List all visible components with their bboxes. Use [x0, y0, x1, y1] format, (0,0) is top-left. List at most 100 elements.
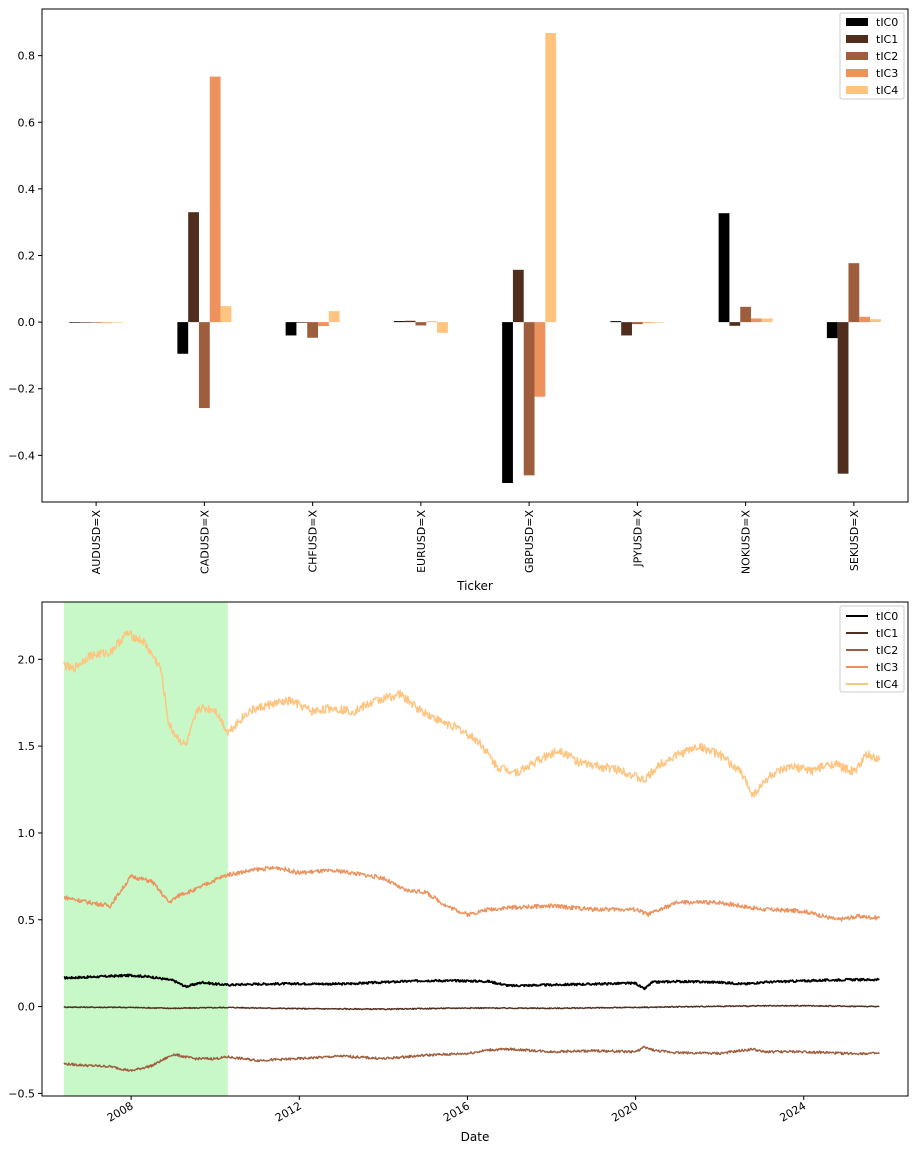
bar-tic4-cadusd-x [220, 306, 232, 323]
legend-label: tIC2 [876, 644, 898, 657]
x-tick-label: SEKUSD=X [848, 510, 861, 572]
x-tick-label: EURUSD=X [415, 510, 428, 573]
bar-chart: −0.4 −0.2 0.0 0.2 0.4 0.6 0.8 AUDUSD=X CADUSD=X… [8, 8, 909, 593]
bar-tic1-chfusd-x [296, 322, 308, 323]
bar-chart-legend: tIC0 tIC1 tIC2 tIC3 tIC4 [839, 12, 905, 100]
line-chart-y-ticks: −0.5 0.0 0.5 1.0 1.5 2.0 [8, 653, 42, 1100]
x-tick-label: 2012 [273, 1099, 304, 1124]
bar-chart-frame [41, 8, 909, 503]
bar-tic4-gbpusd-x [545, 32, 557, 323]
bar-tic0-jpyusd-x [610, 321, 622, 323]
bar-tic4-jpyusd-x [653, 322, 665, 323]
bar-tic1-jpyusd-x [621, 322, 632, 336]
y-tick-label: 1.5 [18, 740, 36, 753]
x-tick-label: JPYUSD=X [631, 510, 644, 568]
legend-label: tIC4 [876, 678, 898, 691]
legend-label: tIC2 [876, 50, 898, 63]
y-tick-label: 0.2 [18, 250, 36, 263]
bar-tic0-chfusd-x [285, 322, 297, 336]
legend-swatch-tic2 [846, 52, 868, 60]
y-tick-label: −0.4 [8, 449, 35, 462]
bar-tic0-nokusd-x [718, 213, 730, 323]
legend-swatch-tic0 [846, 18, 868, 26]
highlight-span [63, 602, 228, 1096]
line-chart-legend: tIC0 tIC1 tIC2 tIC3 tIC4 [839, 605, 905, 693]
line-chart-x-ticks: 2008 2012 2016 2020 2024 [105, 1096, 808, 1125]
bar-tic3-eurusd-x [426, 321, 438, 323]
legend-box [839, 605, 905, 693]
line-chart-frame [41, 601, 909, 1097]
bar-chart-x-ticks: AUDUSD=X CADUSD=X CHFUSD=X EURUSD=X GBPUSD=X… [90, 502, 861, 574]
bar-tic4-eurusd-x [437, 322, 448, 333]
bar-tic1-gbpusd-x [512, 269, 524, 323]
bar-chart-xlabel: Ticker [456, 579, 493, 593]
y-tick-label: 0.0 [18, 316, 36, 329]
legend-swatch-tic3 [846, 69, 868, 77]
bar-tic3-sekusd-x [859, 316, 871, 323]
bar-chart-y-ticks: −0.4 −0.2 0.0 0.2 0.4 0.6 0.8 [8, 50, 42, 462]
bar-tic3-gbpusd-x [534, 322, 546, 397]
x-tick-label: CHFUSD=X [307, 510, 320, 573]
line-tic2 [63, 1045, 880, 1072]
bar-tic1-nokusd-x [729, 322, 741, 326]
y-tick-label: 0.8 [18, 50, 36, 63]
line-chart-xlabel: Date [461, 1130, 490, 1144]
x-tick-label: 2024 [777, 1099, 808, 1124]
legend-label: tIC3 [876, 661, 898, 674]
bar-chart-plot-area [42, 9, 908, 502]
legend-label: tIC0 [876, 610, 898, 623]
bar-tic1-cadusd-x [188, 212, 199, 323]
y-tick-label: −0.5 [8, 1087, 35, 1100]
x-tick-label: 2008 [105, 1099, 136, 1124]
bar-tic1-sekusd-x [837, 322, 849, 474]
legend-box [839, 12, 905, 100]
bar-tic4-audusd-x [112, 322, 124, 323]
bar-tic2-cadusd-x [198, 322, 210, 409]
line-tic0 [63, 973, 880, 991]
line-tic1 [63, 1004, 880, 1011]
bar-tic4-chfusd-x [328, 311, 340, 323]
bar-tic2-audusd-x [90, 322, 102, 323]
y-tick-label: −0.2 [8, 383, 35, 396]
x-tick-label: NOKUSD=X [740, 510, 753, 575]
bar-tic4-nokusd-x [761, 318, 773, 323]
bar-tic1-eurusd-x [404, 320, 416, 323]
line-tic4 [63, 630, 881, 798]
legend-label: tIC3 [876, 67, 898, 80]
bar-tic2-jpyusd-x [631, 322, 643, 325]
x-tick-label: 2016 [441, 1099, 472, 1124]
x-tick-label: AUDUSD=X [90, 510, 103, 575]
y-tick-label: 1.0 [18, 827, 36, 840]
bar-tic0-eurusd-x [393, 321, 405, 323]
bar-tic3-chfusd-x [318, 322, 329, 327]
legend-label: tIC4 [876, 84, 898, 97]
bar-tic3-nokusd-x [751, 318, 762, 323]
y-tick-label: 0.4 [18, 183, 36, 196]
bar-tic2-chfusd-x [307, 322, 319, 338]
legend-swatch-tic1 [846, 35, 868, 43]
bar-tic0-sekusd-x [826, 322, 838, 339]
legend-label: tIC0 [876, 16, 898, 29]
bar-tic0-audusd-x [69, 322, 80, 323]
legend-label: tIC1 [876, 33, 898, 46]
bar-chart-bars [69, 32, 881, 484]
bar-tic3-cadusd-x [209, 76, 221, 323]
y-tick-label: 2.0 [18, 653, 36, 666]
bar-tic4-sekusd-x [870, 319, 881, 323]
y-tick-label: 0.6 [18, 116, 36, 129]
bar-tic2-nokusd-x [740, 306, 752, 323]
bar-tic3-jpyusd-x [642, 322, 654, 323]
line-tic3 [63, 865, 881, 922]
y-tick-label: 0.5 [18, 914, 36, 927]
line-chart-series [63, 630, 881, 1072]
bar-tic3-audusd-x [101, 322, 113, 323]
bar-tic1-audusd-x [79, 322, 91, 323]
x-tick-label: CADUSD=X [198, 510, 211, 574]
legend-swatch-tic4 [846, 86, 868, 94]
bar-tic0-gbpusd-x [502, 322, 513, 484]
bar-tic0-cadusd-x [177, 322, 189, 354]
x-tick-label: 2020 [609, 1099, 640, 1124]
x-tick-label: GBPUSD=X [523, 510, 536, 573]
y-tick-label: 0.0 [18, 1001, 36, 1014]
